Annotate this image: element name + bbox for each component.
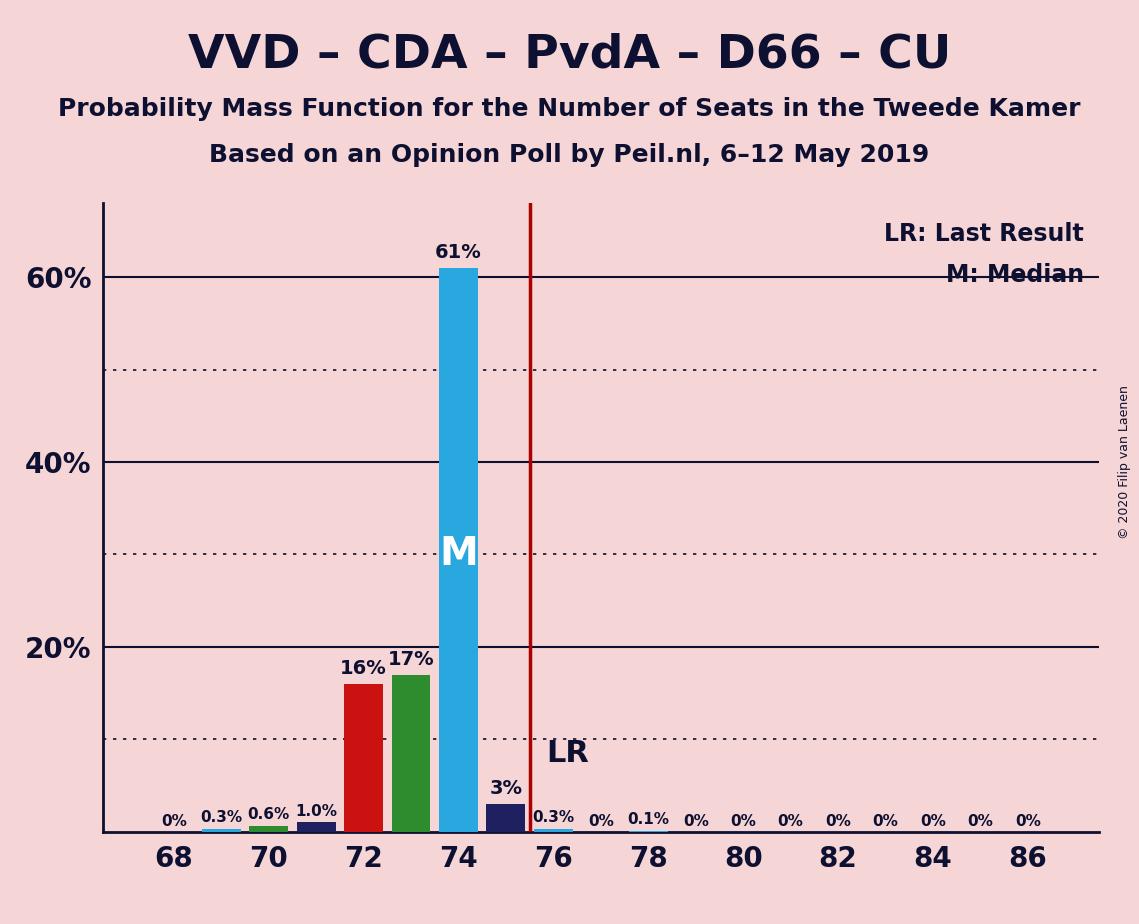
- Text: 1.0%: 1.0%: [295, 804, 337, 819]
- Text: M: M: [439, 535, 478, 574]
- Text: 0%: 0%: [825, 814, 851, 829]
- Text: M: Median: M: Median: [947, 263, 1084, 287]
- Text: 16%: 16%: [341, 659, 387, 678]
- Text: 0%: 0%: [967, 814, 993, 829]
- Text: © 2020 Filip van Laenen: © 2020 Filip van Laenen: [1118, 385, 1131, 539]
- Text: 17%: 17%: [387, 650, 434, 669]
- Bar: [486, 804, 525, 832]
- Text: LR: Last Result: LR: Last Result: [885, 222, 1084, 246]
- Text: VVD – CDA – PvdA – D66 – CU: VVD – CDA – PvdA – D66 – CU: [188, 32, 951, 78]
- Text: 0.3%: 0.3%: [200, 810, 243, 825]
- Bar: [534, 829, 573, 832]
- Text: 0%: 0%: [588, 814, 614, 829]
- Text: 3%: 3%: [490, 779, 523, 798]
- Text: 0%: 0%: [920, 814, 947, 829]
- Text: Probability Mass Function for the Number of Seats in the Tweede Kamer: Probability Mass Function for the Number…: [58, 97, 1081, 121]
- Bar: [392, 675, 431, 832]
- Bar: [439, 268, 478, 832]
- Text: 0.3%: 0.3%: [532, 810, 574, 825]
- Bar: [629, 831, 667, 832]
- Text: 0.1%: 0.1%: [628, 812, 670, 827]
- Bar: [344, 684, 383, 832]
- Text: Based on an Opinion Poll by Peil.nl, 6–12 May 2019: Based on an Opinion Poll by Peil.nl, 6–1…: [210, 143, 929, 167]
- Text: 0%: 0%: [161, 814, 187, 829]
- Bar: [202, 829, 240, 832]
- Text: 0%: 0%: [730, 814, 756, 829]
- Text: 0%: 0%: [682, 814, 708, 829]
- Text: 0%: 0%: [1015, 814, 1041, 829]
- Text: 61%: 61%: [435, 243, 482, 262]
- Text: 0.6%: 0.6%: [247, 808, 289, 822]
- Bar: [249, 826, 288, 832]
- Text: 0%: 0%: [778, 814, 804, 829]
- Text: 0%: 0%: [872, 814, 899, 829]
- Text: LR: LR: [547, 738, 589, 768]
- Bar: [296, 822, 336, 832]
